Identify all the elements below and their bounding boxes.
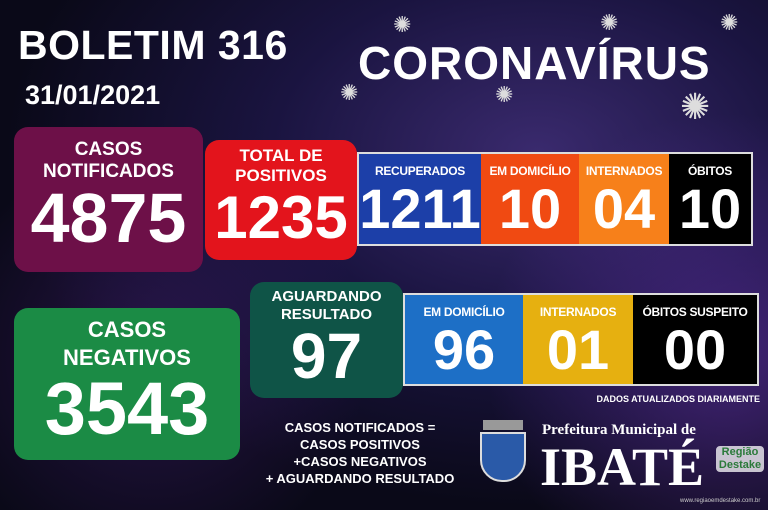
city-name: IBATÉ [540,437,705,497]
positivos-breakdown: RECUPERADOS 1211 EM DOMICÍLIO 10 INTERNADO… [357,152,753,246]
cell-label: INTERNADOS [539,305,617,319]
negativos-label: CASOS [87,317,167,342]
city-crest-logo [470,420,536,496]
internados-cell: INTERNADOS 04 [579,154,669,244]
virus-icon: ✺ [680,86,711,127]
aguardando-value: 97 [290,320,363,392]
aguardando-breakdown: EM DOMICÍLIO 96 INTERNADOS 01 ÓBITOS SUSPE… [403,293,759,386]
bulletin-date: 31/01/2021 [25,80,161,110]
obitos-cell: ÓBITOS 10 [669,154,751,244]
cell-label: ÓBITOS [688,164,732,178]
positivos-label: TOTAL DE [239,146,323,165]
virus-icon: ✺ [340,80,359,105]
recuperados-cell: RECUPERADOS 1211 [359,154,481,244]
bulletin-title: BOLETIM 316 [18,22,288,68]
cell-label: EM DOMICÍLIO [489,164,571,178]
virus-icon: ✺ [720,10,739,35]
cell-label: RECUPERADOS [374,164,466,178]
cell-value: 10 [678,177,742,240]
domicilio-cell: EM DOMICÍLIO 96 [405,295,523,384]
update-note: DADOS ATUALIZADOS DIARIAMENTE [596,394,761,404]
cell-value: 1211 [359,177,481,240]
negativos-card: CASOS NEGATIVOS 3543 [14,308,240,460]
negativos-value: 3543 [44,367,210,450]
cell-label: ÓBITOS SUSPEITO [642,305,748,319]
partner-logo: Região Destake [716,446,764,472]
domicilio-cell: EM DOMICÍLIO 10 [481,154,579,244]
virus-icon: ✺ [495,82,514,107]
notificados-card: CASOS NOTIFICADOS 4875 [14,127,203,272]
notificados-label: CASOS [74,139,143,160]
virus-icon: ✺ [600,10,619,35]
cell-label: INTERNADOS [585,164,663,178]
formula-line: CASOS NOTIFICADOS = [284,420,436,435]
formula-line: CASOS POSITIVOS [300,437,420,452]
cell-value: 96 [432,318,496,381]
formula: CASOS NOTIFICADOS = CASOS POSITIVOS +CAS… [255,419,465,487]
positivos-value: 1235 [214,184,348,251]
aguardando-label: AGUARDANDO [271,288,382,305]
cell-value: 00 [663,318,727,381]
formula-line: + AGUARDANDO RESULTADO [265,471,455,486]
virus-icon: ✺ [393,12,412,37]
headline: CORONAVÍRUS [358,37,711,89]
negativos-label: NEGATIVOS [63,345,191,370]
prefeitura-label: Prefeitura Municipal de [542,422,696,438]
aguardando-card: AGUARDANDO RESULTADO 97 [250,282,403,398]
cell-label: EM DOMICÍLIO [423,305,505,319]
notificados-label: NOTIFICADOS [43,161,174,182]
aguardando-label: RESULTADO [280,306,373,323]
positivos-label: POSITIVOS [235,166,327,185]
obitos-suspeito-cell: ÓBITOS SUSPEITO 00 [633,295,757,384]
positivos-card: TOTAL DE POSITIVOS 1235 [205,140,357,260]
partner-site: www.regiaoemdestake.com.br [680,498,761,504]
internados-cell: INTERNADOS 01 [523,295,633,384]
cell-value: 01 [546,318,610,381]
formula-line: +CASOS NEGATIVOS [293,454,427,469]
notificados-value: 4875 [30,179,187,257]
cell-value: 10 [498,177,562,240]
cell-value: 04 [592,177,656,240]
